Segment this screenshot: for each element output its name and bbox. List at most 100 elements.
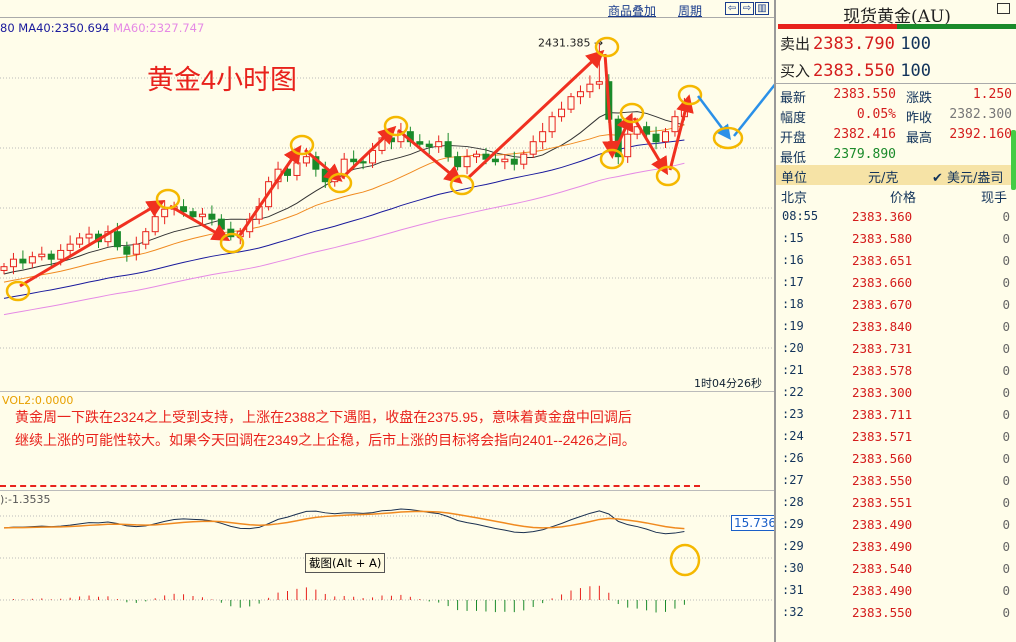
annotation-circle [712,126,744,150]
annotation-circle [619,102,645,124]
tick-row: :24 2383.571 0 [776,429,1012,451]
tick-row: 08:55 2383.360 0 [776,209,1012,231]
split-layout-icon[interactable]: ▥ [755,2,769,15]
candle-body [454,156,462,168]
candle-body [19,258,27,264]
stat-label: 最高 [906,131,933,146]
buy-price: 2383.550 [813,61,895,81]
candle-body [359,161,367,164]
annotation-circle [677,84,703,106]
tick-time: :29 [782,539,804,553]
ma40-line [3,139,685,299]
stat-value: 2383.550 [833,87,896,102]
tick-price: 2383.731 [852,341,913,356]
stat-label: 最低 [780,151,807,166]
candle-body [520,153,528,165]
stat-value: 1.250 [972,87,1012,102]
candlestick-chart[interactable]: 2431.385 → [0,18,774,390]
annotation-arrow [612,112,634,154]
tick-time: :30 [782,561,804,575]
tick-price: 2383.580 [852,231,913,246]
candle-body [38,253,46,258]
candle-body [132,243,140,255]
ma20-line [3,124,685,283]
tick-qty: 0 [1002,561,1010,576]
tick-time: :26 [782,451,804,465]
annotation-arrow [466,49,605,180]
candle-body [0,266,8,271]
annotation-circle [594,36,620,58]
macd-value-badge: 15.736 [731,515,779,531]
annotation-circle [655,165,681,187]
stat-value: 2382.416 [833,127,896,142]
candle-body [444,141,452,158]
candle-body [425,143,433,148]
tick-qty: 0 [1002,209,1010,224]
tick-row: :26 2383.560 0 [776,451,1012,473]
dif-line [3,508,685,535]
tick-row: :30 2383.540 0 [776,561,1012,583]
tick-qty: 0 [1002,583,1010,598]
sell-price: 2383.790 [813,34,895,54]
maximize-icon[interactable] [997,3,1010,14]
bid-ask-ratio-bar [778,24,1016,29]
stat-label: 开盘 [780,131,807,146]
candle-body [217,218,225,230]
tick-time: :16 [782,253,804,267]
scrollbar[interactable] [1011,130,1016,190]
sell-row: 卖出 2383.790 100 [780,33,931,54]
annotation-arrow [304,148,343,182]
tick-price: 2383.540 [852,561,913,576]
candle-body [662,131,669,143]
chart-annotation-title: 黄金4小时图 [147,65,298,95]
volume-zero-line [0,485,700,487]
candle-body [652,133,660,143]
candle-body [321,168,329,183]
macd-chart[interactable] [0,490,774,642]
candle-body [47,253,55,260]
sell-label: 卖出 [780,35,811,53]
unit-option-yuan-gram[interactable]: 元/克 [868,171,899,186]
tick-time: :20 [782,341,804,355]
chart-panel: 商品叠加 周期 ⇦ ⇨ ▥ 80 MA40:2350.694 MA60:2327… [0,2,779,642]
period-button[interactable]: 周期 [678,4,703,18]
tick-price: 2383.651 [852,253,913,268]
candle-body [624,133,632,158]
candle-body [142,231,150,245]
tick-qty: 0 [1002,319,1010,334]
candle-body [595,81,603,85]
candle-body [293,162,301,176]
candle-body [435,141,443,148]
stat-value: 2392.160 [949,127,1012,142]
tick-price: 2383.300 [852,385,913,400]
forecast-arrow [733,83,774,137]
tick-qty: 0 [1002,539,1010,554]
tick-row: :32 2383.550 0 [776,605,1012,627]
annotation-circle [449,174,475,196]
macd-label: ):-1.3535 [0,493,51,506]
candle-body [180,206,188,213]
tick-row: :17 2383.660 0 [776,275,1012,297]
analysis-comment-line: 继续上涨的可能性较大。如果今天回调在2349之上企稳，后市上涨的目标将会指向24… [15,432,636,448]
candle-body [387,137,395,143]
candle-body [66,243,74,251]
annotation-circle [289,134,315,156]
arrow-left-icon[interactable]: ⇦ [725,2,739,15]
ma20-value: 80 [0,21,15,35]
arrow-right-icon[interactable]: ⇨ [740,2,754,15]
tick-time: :24 [782,429,804,443]
candle-body [529,141,537,155]
candle-body [113,231,121,248]
tick-qty: 0 [1002,231,1010,246]
candle-body [85,233,93,239]
tick-time: :32 [782,605,804,619]
candle-body [9,258,17,268]
annotation-arrow [602,53,621,159]
overlay-button[interactable]: 商品叠加 [608,4,657,18]
tick-price: 2383.670 [852,297,913,312]
unit-option-usd-ounce[interactable]: ✔ 美元/盎司 [932,171,1004,186]
annotation-circle [219,232,245,254]
stat-row: 最新 2383.550 涨跌 1.250 [780,87,1016,106]
tick-qty: 0 [1002,495,1010,510]
stat-row: 最低 2379.890 [780,147,1016,166]
